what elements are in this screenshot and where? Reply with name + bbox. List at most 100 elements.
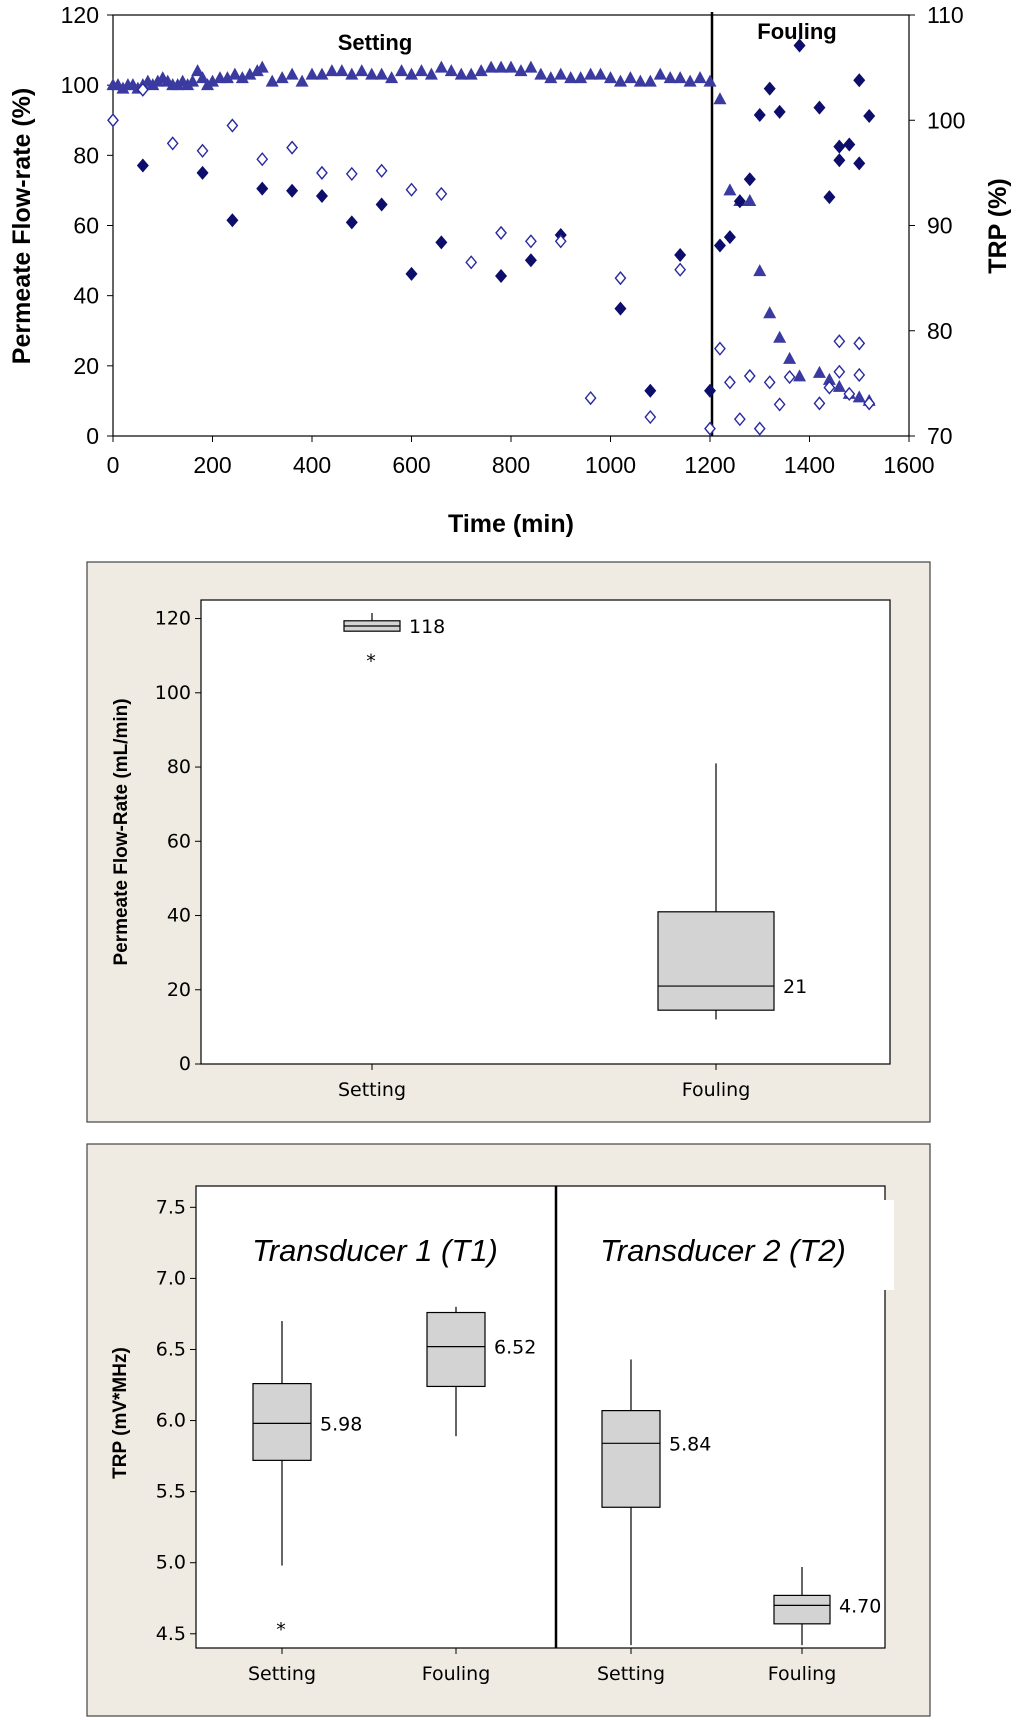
trp-t1-point — [136, 158, 149, 173]
trp-t2-point — [345, 166, 358, 182]
trp-t1-point — [524, 253, 537, 268]
flow-rate-point — [335, 64, 349, 77]
flow-rate-point — [763, 306, 777, 319]
trp-x-tick-label: Setting — [597, 1663, 665, 1685]
flow-rate-point — [255, 60, 269, 73]
iqr-box — [426, 1311, 486, 1388]
flow-rate-point — [206, 74, 219, 87]
trp-t1-point — [495, 269, 508, 284]
flow-rate-point — [474, 64, 488, 77]
trp-t2-point — [286, 140, 299, 155]
trp-t1-point — [763, 81, 776, 96]
flow-rate-point — [235, 71, 249, 84]
trp-t2-point — [495, 225, 507, 240]
trp-x-ticks: Setting Fouling Setting Fouling — [248, 1648, 836, 1685]
flow-rate-point — [673, 71, 687, 84]
flow-rate-point — [584, 67, 598, 80]
flow-rate-point — [265, 74, 279, 87]
flow-rate-point — [444, 64, 458, 77]
trp-y-tick-label: 6.0 — [156, 1410, 186, 1432]
iqr-box — [773, 1594, 831, 1625]
trp-y-tick-label: 7.0 — [156, 1267, 186, 1289]
trp-t2-point — [714, 341, 726, 356]
flowrate-y-tick-label: 40 — [167, 905, 191, 927]
trp-x-tick-label: Setting — [248, 1663, 316, 1685]
flow-rate-point — [228, 67, 242, 80]
flow-rate-point — [454, 67, 468, 80]
trp-t2-point — [843, 386, 856, 401]
trp-t1-point — [315, 189, 328, 204]
flow-rate-point — [191, 64, 205, 77]
flowrate-box-1: 118 * — [343, 612, 445, 673]
flow-rate-point — [643, 74, 657, 87]
trp-t1-point — [375, 197, 388, 212]
flowrate-y-tick-label: 100 — [155, 682, 191, 704]
trp-t2-point — [704, 421, 716, 436]
trp-t2-point — [823, 380, 836, 395]
trp-t2-point — [435, 186, 448, 202]
iqr-box — [657, 911, 775, 1011]
trp-t1-point — [863, 109, 876, 124]
flowrate-y-tick-label: 0 — [179, 1053, 191, 1075]
scatter-chart: Setting Fouling 0 200 400 600 800 1000 1200 140… — [8, 2, 1012, 538]
trp-x-tick-label: Fouling — [768, 1663, 837, 1685]
x-tick-label: 800 — [492, 452, 530, 478]
y2-tick-label: 70 — [927, 423, 953, 449]
trp-y-tick-label: 5.0 — [156, 1552, 186, 1574]
flow-rate-point — [196, 71, 210, 84]
phase-label-setting: Setting — [338, 30, 413, 55]
trp-t1-point — [614, 301, 627, 316]
flow-rate-point — [285, 67, 299, 80]
trp-t1-point — [823, 190, 836, 205]
flow-rate-point — [623, 71, 637, 84]
trp-y-tick-label: 4.5 — [156, 1623, 186, 1645]
flow-rate-point — [554, 67, 568, 80]
flow-rate-point — [773, 330, 787, 343]
flow-rate-point — [783, 351, 797, 364]
flow-rate-point — [723, 183, 737, 196]
median-label: 5.84 — [669, 1433, 711, 1455]
trp-y-tick-label: 6.5 — [156, 1338, 186, 1360]
x-tick-label: 600 — [392, 452, 430, 478]
flow-rate-point — [604, 71, 617, 84]
trp-t1-point — [704, 383, 716, 398]
flowrate-x-tick-label: Fouling — [682, 1079, 751, 1101]
trp-t1-point — [853, 156, 866, 171]
scatter-plot-area — [112, 14, 910, 437]
flow-rate-point — [355, 64, 369, 77]
trp-t2-point — [853, 367, 866, 383]
trp-t2-point — [773, 397, 786, 412]
flow-rate-point — [365, 67, 379, 80]
y2-axis-title: TRP (%) — [984, 178, 1012, 273]
flow-rate-point — [315, 67, 329, 80]
y-tick-label: 100 — [61, 72, 99, 98]
flow-rate-point — [504, 60, 518, 73]
scatter-points — [106, 38, 876, 436]
trp-t2-point — [723, 375, 736, 390]
y-tick-label: 80 — [73, 142, 99, 168]
flowrate-x-tick-label: Setting — [338, 1079, 406, 1101]
trp-t2-point — [375, 163, 388, 178]
flow-rate-point — [822, 372, 836, 385]
trp-t1-point — [793, 38, 806, 53]
trp-t1-point — [405, 266, 418, 281]
transducer-2-label: Transducer 2 (T2) — [600, 1233, 846, 1268]
flow-rate-point — [613, 74, 627, 87]
phase-label-fouling: Fouling — [757, 19, 836, 44]
trp-y-tick-label: 7.5 — [156, 1196, 186, 1218]
x-tick-label: 200 — [193, 452, 231, 478]
trp-t1-point — [773, 104, 786, 119]
y-tick-label: 120 — [61, 2, 99, 28]
trp-t1-point — [345, 215, 358, 230]
y2-tick-label: 100 — [927, 107, 965, 133]
flow-rate-point — [633, 74, 647, 87]
flow-rate-point — [812, 365, 826, 378]
flowrate-y-tick-label: 20 — [167, 979, 191, 1001]
flowrate-y-ticks: 0 20 40 60 80 100 120 — [155, 608, 201, 1075]
flow-rate-point — [574, 71, 588, 84]
trp-t1-point — [853, 73, 866, 88]
flow-rate-point — [375, 67, 389, 80]
flow-rate-point — [494, 60, 508, 73]
flow-rate-point — [683, 74, 697, 87]
